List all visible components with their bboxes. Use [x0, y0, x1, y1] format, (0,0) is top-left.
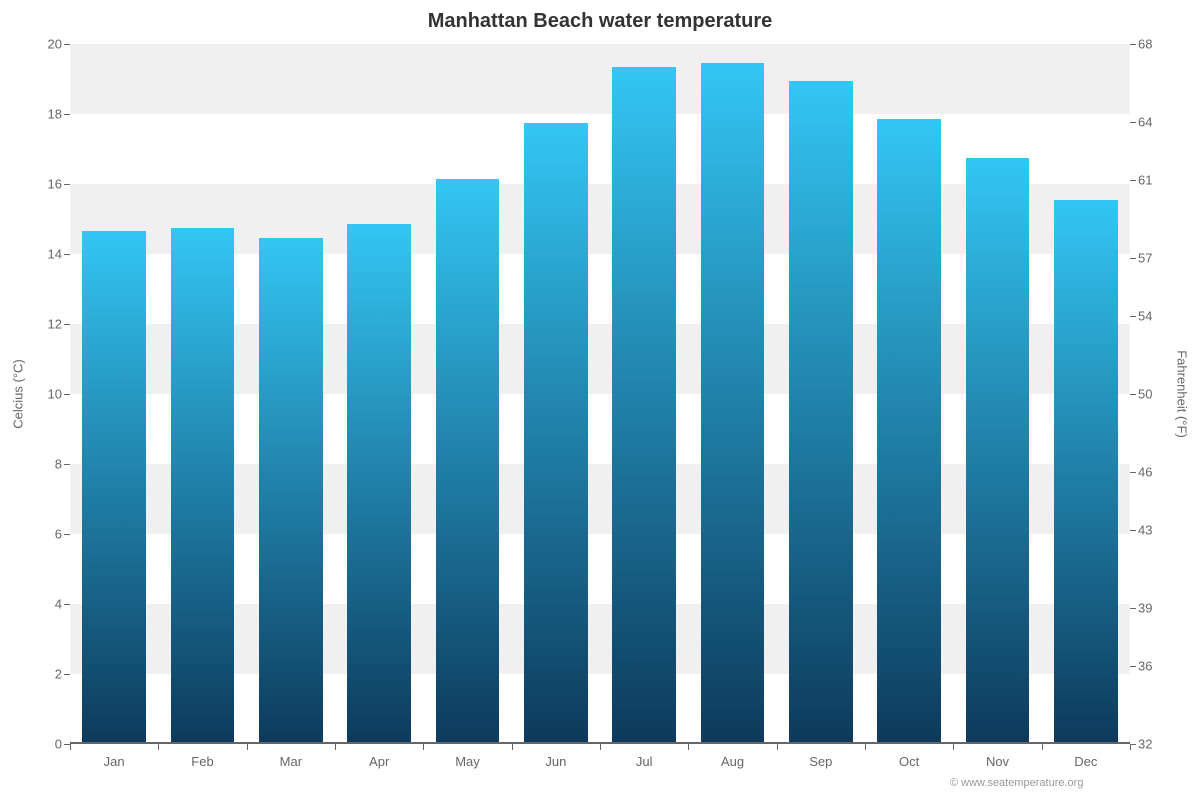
y-left-tick-label: 6: [55, 527, 62, 542]
x-tick-mark: [865, 744, 866, 750]
x-tick-mark: [688, 744, 689, 750]
x-tick-mark: [512, 744, 513, 750]
bar: [701, 63, 765, 742]
x-tick-mark: [953, 744, 954, 750]
x-tick-label: Aug: [721, 754, 744, 769]
y-left-tick-mark: [64, 44, 70, 45]
y-left-tick-mark: [64, 324, 70, 325]
x-tick-label: Mar: [280, 754, 302, 769]
y-left-tick-label: 0: [55, 737, 62, 752]
y-left-tick-label: 16: [48, 177, 62, 192]
y-right-tick-mark: [1130, 472, 1136, 473]
y-left-tick-label: 8: [55, 457, 62, 472]
x-tick-mark: [423, 744, 424, 750]
x-tick-label: Feb: [191, 754, 213, 769]
y-left-tick-mark: [64, 464, 70, 465]
y-right-tick-mark: [1130, 608, 1136, 609]
y-right-tick-label: 36: [1138, 659, 1152, 674]
y-right-tick-label: 57: [1138, 250, 1152, 265]
y-right-tick-label: 39: [1138, 600, 1152, 615]
y-right-tick-mark: [1130, 316, 1136, 317]
credit-text: © www.seatemperature.org: [950, 777, 1083, 789]
y-axis-right-label: Fahrenheit (°F): [1175, 350, 1190, 438]
bar: [171, 228, 235, 743]
y-right-tick-mark: [1130, 180, 1136, 181]
x-tick-mark: [158, 744, 159, 750]
x-tick-label: Dec: [1074, 754, 1097, 769]
bar: [612, 67, 676, 743]
x-tick-label: Apr: [369, 754, 389, 769]
x-tick-label: Jan: [104, 754, 125, 769]
y-right-tick-label: 46: [1138, 464, 1152, 479]
y-right-tick-label: 64: [1138, 114, 1152, 129]
x-tick-mark: [70, 744, 71, 750]
x-tick-mark: [600, 744, 601, 750]
y-right-tick-label: 43: [1138, 523, 1152, 538]
x-tick-label: Oct: [899, 754, 919, 769]
grid-band: [70, 44, 1130, 114]
bar: [789, 81, 853, 743]
y-left-tick-mark: [64, 114, 70, 115]
x-tick-mark: [335, 744, 336, 750]
y-right-tick-mark: [1130, 44, 1136, 45]
y-left-tick-mark: [64, 534, 70, 535]
y-right-tick-label: 50: [1138, 387, 1152, 402]
y-right-tick-label: 68: [1138, 37, 1152, 52]
y-left-tick-mark: [64, 604, 70, 605]
y-left-tick-label: 18: [48, 107, 62, 122]
plot-area: [70, 44, 1130, 744]
bar: [524, 123, 588, 743]
x-tick-label: Nov: [986, 754, 1009, 769]
bar: [966, 158, 1030, 743]
y-right-tick-label: 54: [1138, 309, 1152, 324]
y-left-tick-mark: [64, 184, 70, 185]
y-right-tick-label: 61: [1138, 173, 1152, 188]
x-tick-label: May: [455, 754, 480, 769]
y-left-tick-label: 4: [55, 597, 62, 612]
x-tick-label: Jul: [636, 754, 653, 769]
y-axis-right: 3236394346505457616468: [1130, 44, 1200, 744]
y-right-tick-mark: [1130, 258, 1136, 259]
y-left-tick-label: 20: [48, 37, 62, 52]
chart-title: Manhattan Beach water temperature: [0, 10, 1200, 33]
y-left-tick-mark: [64, 674, 70, 675]
y-left-tick-label: 10: [48, 387, 62, 402]
x-tick-label: Jun: [545, 754, 566, 769]
y-right-tick-mark: [1130, 394, 1136, 395]
x-tick-mark: [1042, 744, 1043, 750]
y-axis-left-label: Celcius (°C): [11, 359, 26, 428]
x-tick-mark: [247, 744, 248, 750]
bar: [259, 238, 323, 742]
y-right-tick-mark: [1130, 530, 1136, 531]
bar: [436, 179, 500, 743]
x-tick-mark: [1130, 744, 1131, 750]
y-left-tick-label: 2: [55, 667, 62, 682]
bar: [82, 231, 146, 742]
y-right-tick-mark: [1130, 666, 1136, 667]
y-left-tick-mark: [64, 254, 70, 255]
y-right-tick-mark: [1130, 122, 1136, 123]
bar: [1054, 200, 1118, 743]
bar: [877, 119, 941, 742]
bar: [347, 224, 411, 742]
x-tick-label: Sep: [809, 754, 832, 769]
y-left-tick-label: 14: [48, 247, 62, 262]
y-left-tick-label: 12: [48, 317, 62, 332]
x-tick-mark: [777, 744, 778, 750]
y-left-tick-mark: [64, 394, 70, 395]
chart-container: Manhattan Beach water temperature 024681…: [0, 0, 1200, 800]
y-right-tick-label: 32: [1138, 737, 1152, 752]
